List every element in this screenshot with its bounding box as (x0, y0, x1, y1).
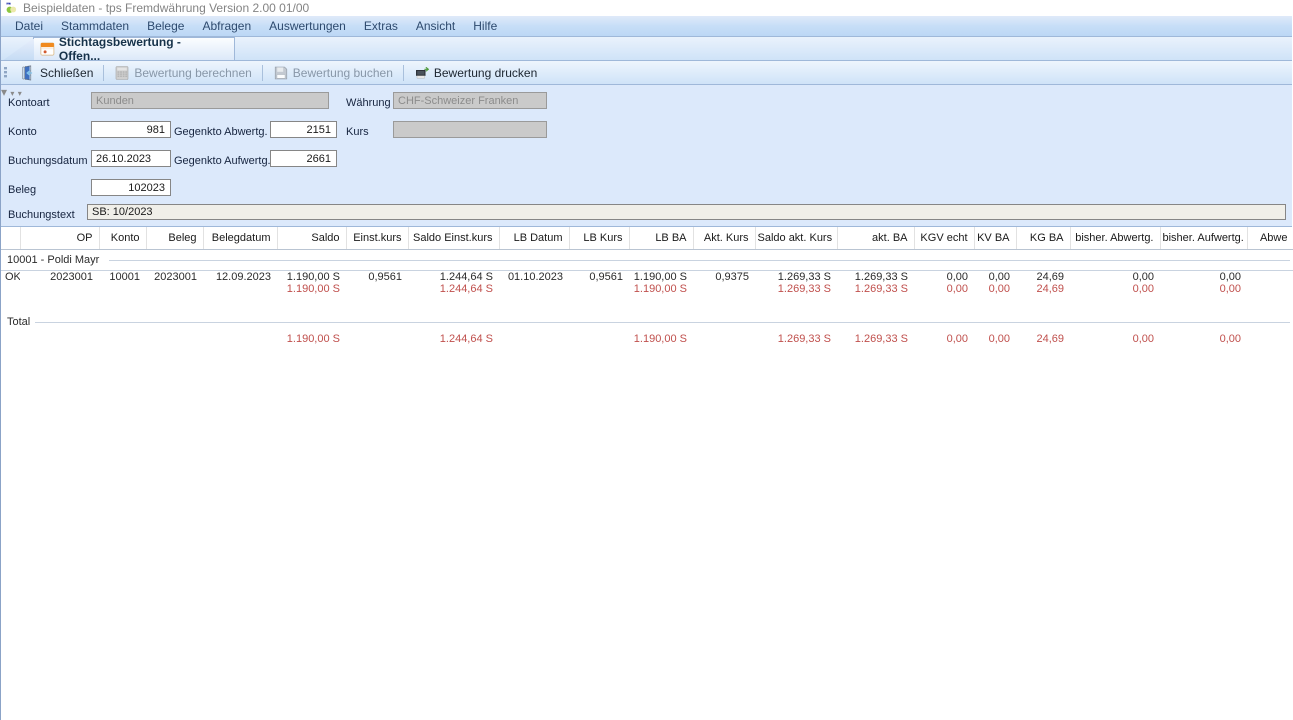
svg-text:tps: tps (7, 2, 10, 5)
